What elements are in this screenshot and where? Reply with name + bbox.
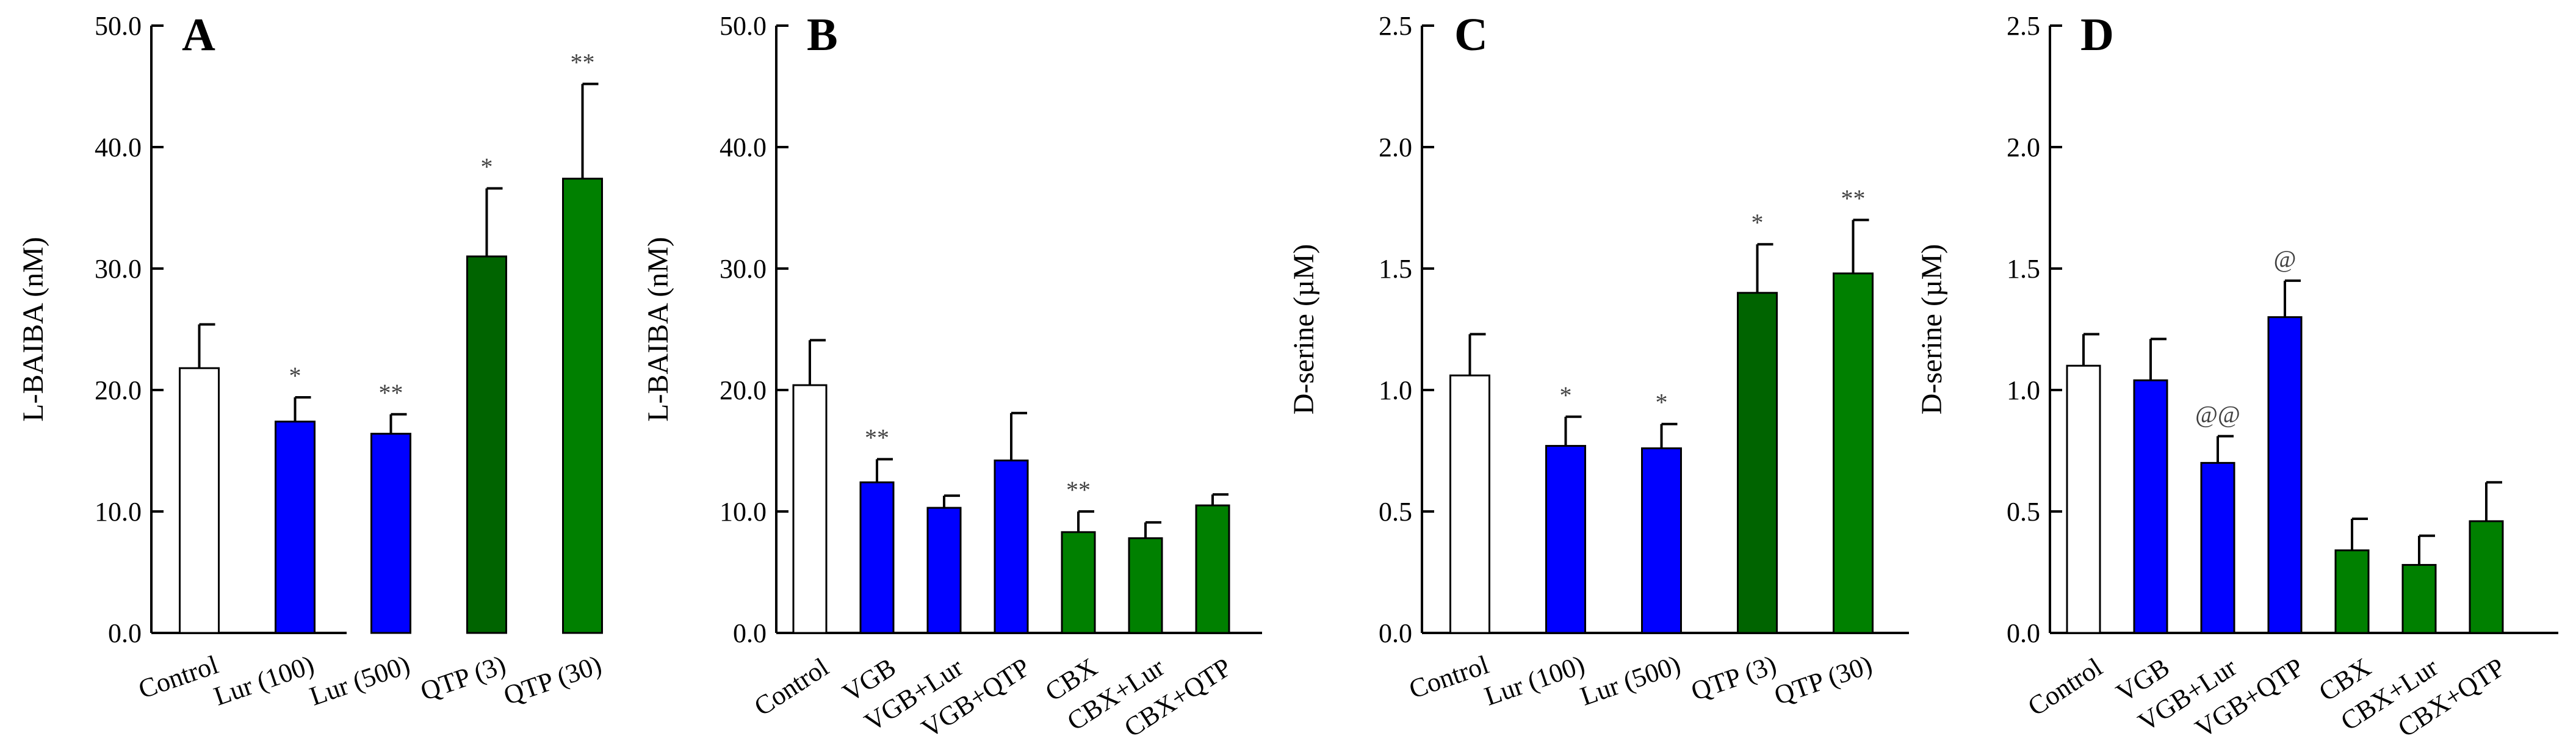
bar — [179, 367, 220, 634]
chart-panel-c: 0.0 0.5 1.0 1.5 2.0 2.5 D-serine (µM) C Control *… — [1288, 9, 1909, 712]
category-label: Control — [1405, 649, 1493, 704]
chart-panel-a: 0.0 10.0 20.0 30.0 40.0 50.0 L-BAIBA (nM) A Cont… — [17, 9, 605, 712]
y-axis-title: D-serine (µM) — [1916, 244, 1948, 415]
y-tick-label: 30.0 — [95, 254, 142, 284]
category-label: Lur (100) — [210, 649, 318, 712]
bar — [1061, 531, 1096, 634]
category-label: QTP (30) — [1770, 649, 1876, 710]
y-tick-label: 20.0 — [720, 375, 767, 405]
bar — [2066, 364, 2101, 634]
y-axis-title: L-BAIBA (nM) — [642, 237, 674, 422]
significance-marker: * — [289, 362, 301, 389]
panel-label: C — [1454, 9, 1488, 60]
y-tick-label: 40.0 — [95, 132, 142, 162]
y-tick-label: 40.0 — [720, 132, 767, 162]
significance-marker: @ — [2274, 245, 2296, 273]
significance-marker: * — [1560, 381, 1572, 409]
y-tick-label: 50.0 — [720, 11, 767, 41]
significance-marker: ** — [1841, 184, 1866, 212]
category-label: QTP (30) — [500, 649, 605, 710]
y-tick-label: 30.0 — [720, 254, 767, 284]
y-tick-label: 0.5 — [1379, 497, 1412, 527]
bar — [2267, 316, 2303, 634]
y-tick-label: 2.5 — [2007, 11, 2040, 41]
y-tick-label: 0.0 — [2007, 618, 2040, 648]
bar — [275, 421, 316, 634]
bar — [926, 507, 962, 634]
y-tick-label: 1.0 — [2007, 375, 2040, 405]
y-tick-label: 20.0 — [95, 375, 142, 405]
category-label: QTP (3) — [1687, 649, 1780, 706]
y-tick-label: 50.0 — [95, 11, 142, 41]
category-label: Control — [135, 649, 222, 704]
bar — [562, 178, 603, 634]
category-label: Lur (100) — [1481, 649, 1589, 712]
bar — [2133, 379, 2168, 634]
panel-label: A — [182, 9, 215, 60]
bar — [1128, 537, 1163, 634]
category-label: Control — [749, 652, 834, 721]
y-axis-title: D-serine (µM) — [1288, 244, 1320, 415]
bar — [1833, 272, 1874, 634]
significance-marker: ** — [865, 424, 889, 451]
bar — [792, 384, 828, 634]
y-tick-label: 0.0 — [108, 618, 142, 648]
bar — [370, 433, 411, 634]
category-label: QTP (3) — [417, 649, 510, 706]
bar — [466, 255, 507, 634]
bar — [2469, 520, 2504, 634]
y-tick-label: 1.0 — [1379, 375, 1412, 405]
bar — [1449, 374, 1490, 634]
bar — [1545, 445, 1586, 634]
significance-marker: * — [1656, 389, 1668, 416]
chart-panel-b: 0.0 10.0 20.0 30.0 40.0 50.0 L-BAIBA (nM) B Cont… — [642, 9, 1262, 744]
significance-marker: ** — [379, 379, 403, 406]
y-tick-label: 2.5 — [1379, 11, 1412, 41]
bar — [2401, 564, 2437, 634]
y-tick-label: 2.0 — [2007, 132, 2040, 162]
significance-marker: * — [1752, 209, 1764, 236]
bar — [2200, 461, 2235, 634]
bar — [1641, 447, 1682, 634]
bar — [1195, 504, 1230, 634]
bar — [2334, 549, 2370, 634]
panel-label: B — [807, 9, 838, 60]
category-label: Control — [2022, 652, 2107, 721]
y-tick-label: 2.0 — [1379, 132, 1412, 162]
y-tick-label: 0.5 — [2007, 497, 2040, 527]
bar — [1737, 292, 1778, 634]
significance-marker: * — [481, 153, 493, 181]
y-tick-label: 0.0 — [1379, 618, 1412, 648]
y-tick-label: 1.5 — [1379, 254, 1412, 284]
y-tick-label: 1.5 — [2007, 254, 2040, 284]
bar — [859, 481, 895, 634]
y-tick-label: 10.0 — [720, 497, 767, 527]
bar — [994, 459, 1029, 634]
significance-marker: @@ — [2195, 401, 2240, 428]
y-axis-title: L-BAIBA (nM) — [17, 237, 49, 422]
y-tick-label: 0.0 — [733, 618, 767, 648]
category-label: Lur (500) — [1576, 649, 1684, 712]
significance-marker: ** — [571, 49, 595, 76]
category-label: Lur (500) — [306, 649, 414, 712]
significance-marker: ** — [1066, 476, 1091, 504]
panel-label: D — [2080, 9, 2114, 60]
y-tick-label: 10.0 — [95, 497, 142, 527]
